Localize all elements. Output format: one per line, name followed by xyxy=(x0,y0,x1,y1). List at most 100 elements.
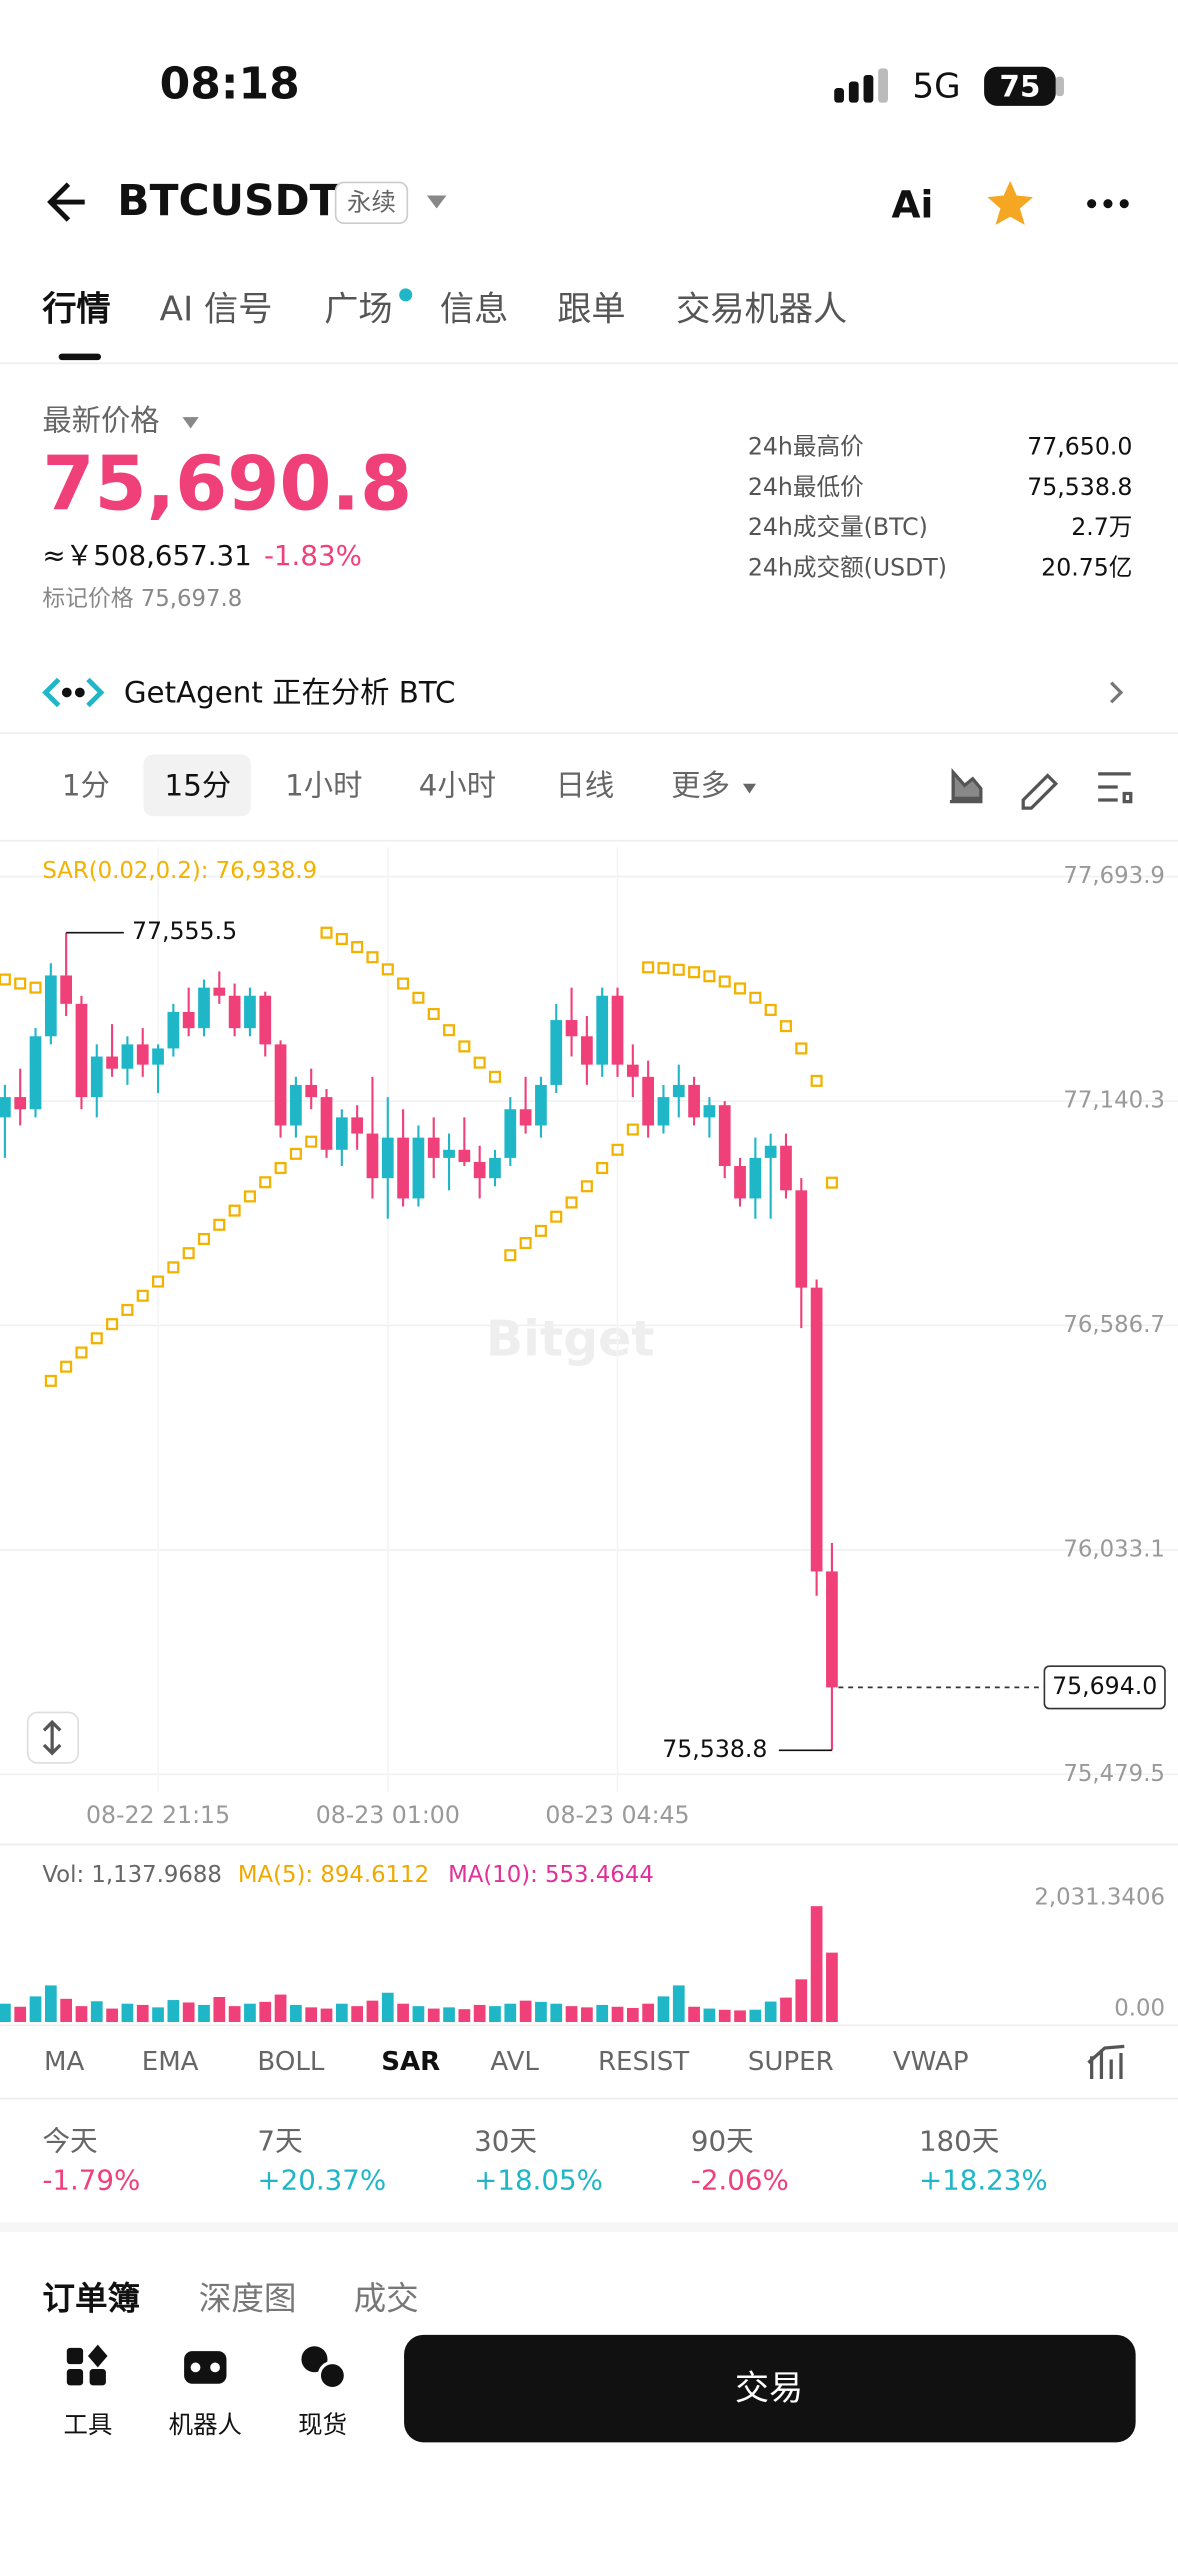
candle-body xyxy=(657,1097,670,1126)
sar-dot xyxy=(825,1176,838,1189)
tab[interactable]: 广场 xyxy=(324,290,392,330)
sar-dot xyxy=(734,982,747,995)
indicator-tab[interactable]: EMA xyxy=(142,2047,199,2077)
sar-dot xyxy=(121,1303,134,1316)
agent-icon xyxy=(42,677,105,708)
vol-label: Vol: 1,137.9688 xyxy=(42,1862,222,1888)
tab[interactable]: 信息 xyxy=(440,290,508,330)
favorite[interactable] xyxy=(987,180,1033,225)
sar-dot xyxy=(412,991,425,1004)
trade-button[interactable] xyxy=(404,2334,1136,2443)
candle-body xyxy=(565,1020,578,1037)
candle-body xyxy=(718,1105,731,1167)
agent-chevron[interactable] xyxy=(1110,681,1124,704)
tab[interactable]: AI 信号 xyxy=(160,290,273,330)
candle-body xyxy=(473,1161,486,1179)
indicator-tab[interactable]: SUPER xyxy=(748,2047,834,2077)
indicator-tab[interactable]: VWAP xyxy=(893,2047,969,2077)
more-button[interactable] xyxy=(1087,199,1129,209)
tab[interactable]: 跟单 xyxy=(557,290,625,330)
order-tab[interactable]: 深度图 xyxy=(199,2280,297,2318)
sar-dot xyxy=(213,1218,226,1231)
candle-body xyxy=(703,1105,716,1118)
spot-icon[interactable] xyxy=(301,2346,348,2391)
volume-bar xyxy=(519,2000,532,2022)
volume-bar xyxy=(213,1997,226,2022)
order-tab[interactable]: 订单簿 xyxy=(42,2280,140,2318)
indicator-tab[interactable]: SAR xyxy=(381,2047,440,2077)
sar-dot xyxy=(60,1360,73,1373)
interval[interactable]: 1小时 xyxy=(285,768,362,802)
sar-dot xyxy=(152,1275,165,1288)
interval[interactable]: 1分 xyxy=(62,768,110,802)
volume-bar xyxy=(60,1998,73,2022)
volume-bar xyxy=(121,2003,134,2022)
low-label: 75,538.8 xyxy=(662,1735,767,1763)
ai-button[interactable]: Ai xyxy=(891,182,933,226)
indicator-tab[interactable]: AVL xyxy=(490,2047,539,2077)
high-label: 77,555.5 xyxy=(132,917,237,945)
symbol-caret[interactable] xyxy=(426,195,447,209)
candle-body xyxy=(642,1076,655,1126)
nav-label[interactable]: 机器人 xyxy=(169,2410,242,2439)
sar-dot xyxy=(106,1318,119,1331)
indicator-tab[interactable]: MA xyxy=(44,2047,84,2077)
trade-button-label[interactable]: 交易 xyxy=(735,2369,803,2409)
more-caret[interactable] xyxy=(742,783,757,794)
candle-body xyxy=(611,995,624,1065)
volume-bar xyxy=(795,1979,808,2022)
back-button[interactable] xyxy=(47,182,85,222)
volume-bar xyxy=(565,2006,578,2022)
perf-value: +18.23% xyxy=(919,2164,1048,2197)
volume-bar xyxy=(749,2009,762,2022)
sar-dot xyxy=(473,1056,486,1069)
interval[interactable]: 15分 xyxy=(165,768,232,802)
candle-body xyxy=(320,1097,333,1150)
candle-body xyxy=(489,1157,501,1179)
price-caret[interactable] xyxy=(182,417,199,429)
sar-dot xyxy=(259,1176,272,1189)
tab[interactable]: 行情 xyxy=(42,290,110,330)
perf-value: +18.05% xyxy=(474,2164,603,2197)
sar-dot xyxy=(504,1249,517,1262)
interval[interactable]: 4小时 xyxy=(419,768,496,802)
signal-icon xyxy=(834,68,888,103)
sar-dot xyxy=(810,1074,823,1087)
volume-bar xyxy=(688,2006,700,2022)
indicator-tab[interactable]: BOLL xyxy=(257,2047,324,2077)
robot-icon[interactable] xyxy=(184,2351,227,2384)
candle-body xyxy=(366,1133,379,1179)
volume-bar xyxy=(106,2008,118,2022)
interval[interactable]: 更多 xyxy=(671,768,730,802)
volume-bar xyxy=(626,2007,639,2022)
volume-bar xyxy=(366,2000,379,2022)
nav-label[interactable]: 现货 xyxy=(298,2410,347,2439)
volume-bar xyxy=(44,1985,57,2022)
candle-body xyxy=(198,987,210,1029)
candle-body xyxy=(60,975,73,1004)
tab-indicator xyxy=(58,353,102,361)
stat-label: 24h成交量(BTC) xyxy=(748,513,928,541)
volume-bar xyxy=(305,2007,318,2022)
interval-selected xyxy=(143,754,251,817)
sar-dot xyxy=(29,981,42,994)
indicator-tab[interactable]: RESIST xyxy=(598,2047,689,2077)
volume-bar xyxy=(381,1992,394,2022)
perf-label: 今天 xyxy=(42,2125,97,2158)
y-tick-label: 76,033.1 xyxy=(1063,1536,1165,1562)
interval[interactable]: 日线 xyxy=(556,768,615,802)
agent-text[interactable]: GetAgent 正在分析 BTC xyxy=(124,676,456,710)
nav-label[interactable]: 工具 xyxy=(64,2410,113,2439)
tab[interactable]: 交易机器人 xyxy=(676,290,847,330)
ma5-label: MA(5): 894.6112 xyxy=(238,1862,429,1888)
candle-body xyxy=(504,1109,517,1158)
candle-body xyxy=(228,995,241,1029)
candle-body xyxy=(14,1097,27,1110)
order-tab[interactable]: 成交 xyxy=(354,2280,419,2318)
indicator-settings[interactable] xyxy=(1087,2044,1125,2080)
indicator-label: SAR(0.02,0.2): 76,938.9 xyxy=(42,858,317,884)
chart-tools[interactable] xyxy=(949,767,1133,810)
symbol[interactable]: BTCUSDT xyxy=(117,176,338,225)
sar-dot xyxy=(749,991,762,1004)
